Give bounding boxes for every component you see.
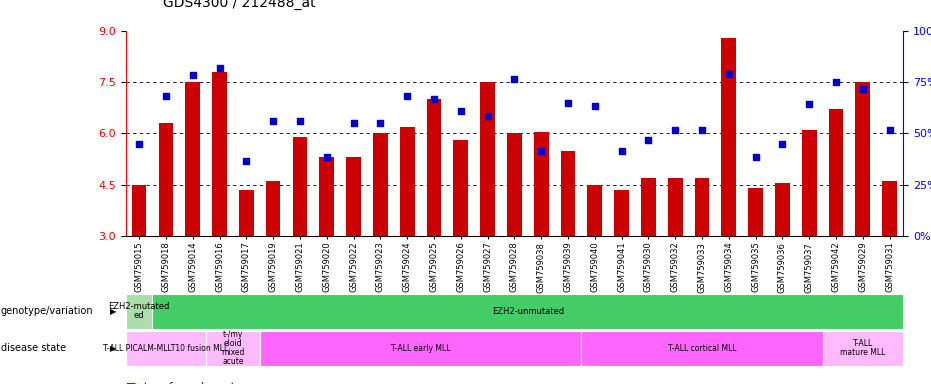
Text: genotype/variation: genotype/variation xyxy=(1,306,93,316)
Point xyxy=(829,79,843,85)
Point xyxy=(158,93,173,99)
Bar xyxy=(292,137,307,236)
Point xyxy=(722,70,736,76)
Point xyxy=(453,108,468,114)
Bar xyxy=(560,151,575,236)
Point xyxy=(614,147,629,154)
Bar xyxy=(776,183,789,236)
Point xyxy=(883,127,897,133)
Text: GDS4300 / 212488_at: GDS4300 / 212488_at xyxy=(163,0,316,10)
Point xyxy=(802,101,816,108)
Point xyxy=(346,120,361,126)
Point xyxy=(265,118,280,124)
Point xyxy=(131,141,146,147)
Text: T-ALL PICALM-MLLT10 fusion MLL: T-ALL PICALM-MLLT10 fusion MLL xyxy=(103,344,228,353)
Bar xyxy=(641,178,655,236)
Point xyxy=(292,118,307,124)
Point xyxy=(856,86,870,92)
Point xyxy=(185,72,200,78)
Bar xyxy=(533,132,548,236)
Bar xyxy=(883,181,897,236)
Point xyxy=(319,154,334,161)
Bar xyxy=(749,188,763,236)
Bar xyxy=(426,99,441,236)
Bar xyxy=(346,157,361,236)
Point xyxy=(506,76,521,82)
Text: ▶: ▶ xyxy=(110,307,116,316)
Text: ■: ■ xyxy=(126,382,136,384)
Text: ▶: ▶ xyxy=(110,344,116,353)
Bar xyxy=(319,157,334,236)
Bar xyxy=(856,82,870,236)
Text: T-ALL
mature MLL: T-ALL mature MLL xyxy=(840,339,885,357)
Bar xyxy=(185,82,200,236)
Point xyxy=(695,127,709,133)
Bar xyxy=(587,185,602,236)
Bar xyxy=(131,185,146,236)
Bar xyxy=(453,140,468,236)
Bar xyxy=(829,109,843,236)
Point xyxy=(399,93,414,99)
Text: T-ALL cortical MLL: T-ALL cortical MLL xyxy=(668,344,736,353)
Text: EZH2-mutated
ed: EZH2-mutated ed xyxy=(108,303,169,320)
Point xyxy=(587,103,602,109)
Point xyxy=(212,65,227,71)
Text: transformed count: transformed count xyxy=(144,382,235,384)
Text: T-ALL early MLL: T-ALL early MLL xyxy=(391,344,451,353)
Point xyxy=(668,127,682,133)
Point xyxy=(426,96,441,102)
Bar xyxy=(239,190,253,236)
Point xyxy=(775,141,789,147)
Point xyxy=(533,147,548,154)
Point xyxy=(749,154,763,161)
Bar xyxy=(507,134,521,236)
Bar xyxy=(212,72,227,236)
Point xyxy=(560,99,575,106)
Text: t-/my
eloid
mixed
acute: t-/my eloid mixed acute xyxy=(222,330,245,366)
Bar xyxy=(695,178,709,236)
Text: disease state: disease state xyxy=(1,343,66,353)
Point xyxy=(239,158,254,164)
Point xyxy=(373,120,388,126)
Bar xyxy=(614,190,629,236)
Bar xyxy=(668,178,682,236)
Bar xyxy=(373,134,387,236)
Bar xyxy=(265,181,280,236)
Bar xyxy=(480,82,495,236)
Bar xyxy=(722,38,736,236)
Point xyxy=(641,137,655,143)
Bar xyxy=(399,127,414,236)
Text: EZH2-unmutated: EZH2-unmutated xyxy=(492,307,564,316)
Bar xyxy=(158,123,173,236)
Point xyxy=(480,113,495,119)
Bar xyxy=(802,130,816,236)
